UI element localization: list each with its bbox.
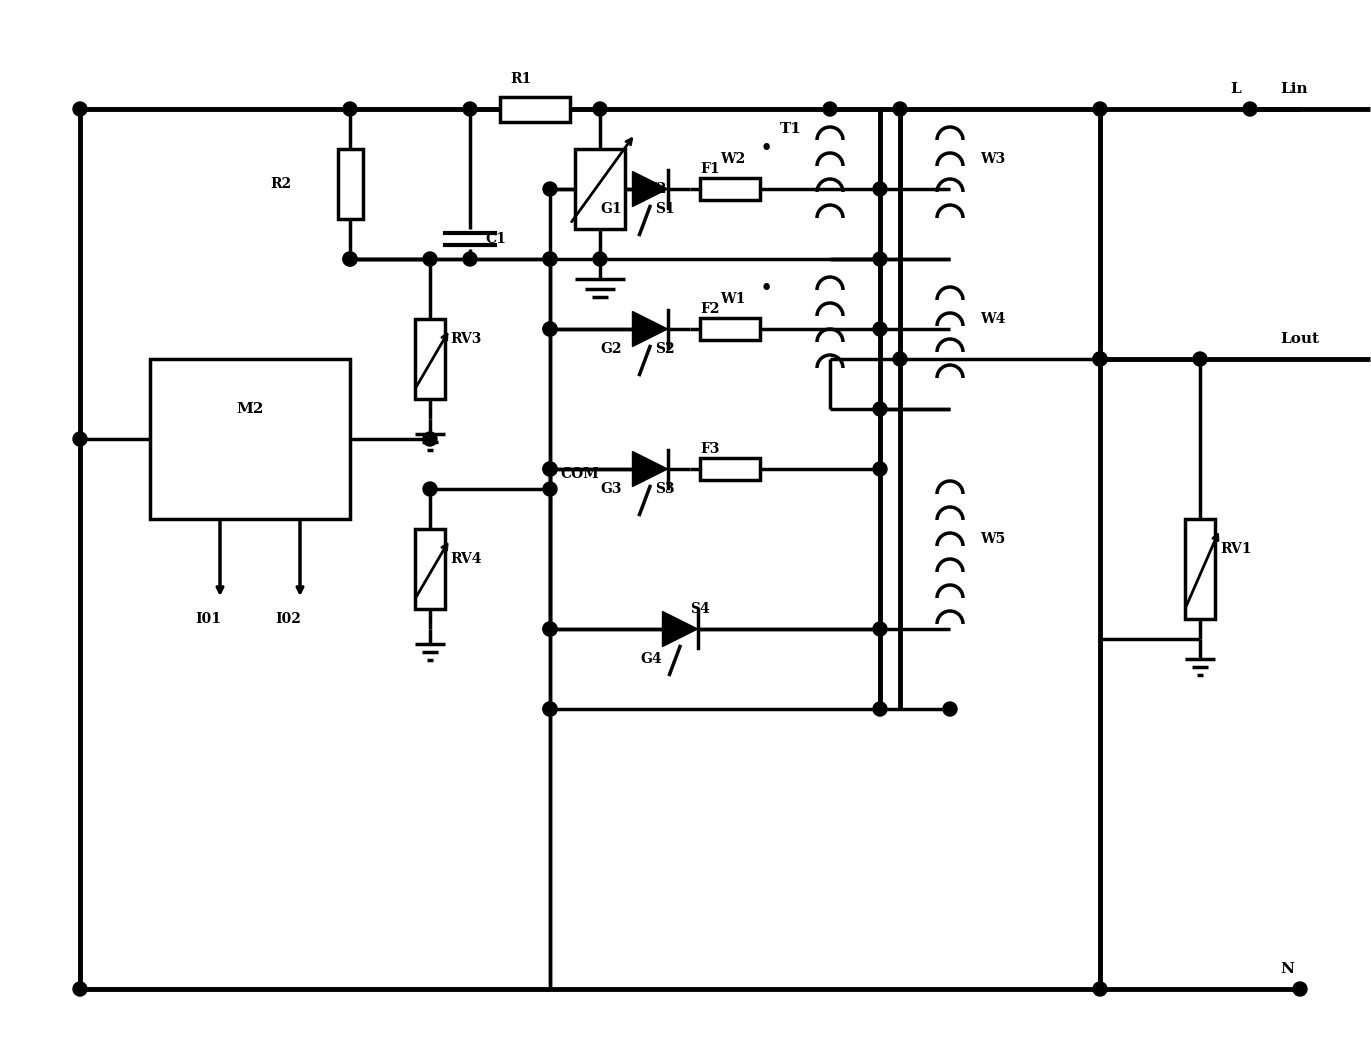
Text: RV2: RV2 bbox=[635, 182, 666, 196]
Bar bbox=[1185, 520, 1215, 619]
Text: •: • bbox=[760, 278, 773, 300]
Text: RV4: RV4 bbox=[450, 552, 481, 566]
Circle shape bbox=[73, 432, 86, 446]
Circle shape bbox=[1243, 102, 1257, 116]
Circle shape bbox=[1093, 352, 1106, 366]
Circle shape bbox=[893, 102, 908, 116]
Circle shape bbox=[543, 462, 557, 476]
Circle shape bbox=[543, 622, 557, 636]
Text: S4: S4 bbox=[690, 602, 710, 616]
Circle shape bbox=[594, 252, 607, 266]
Circle shape bbox=[463, 252, 477, 266]
Text: C1: C1 bbox=[485, 232, 506, 246]
Text: F3: F3 bbox=[701, 442, 720, 456]
Text: G3: G3 bbox=[600, 482, 621, 496]
Polygon shape bbox=[662, 612, 698, 646]
Text: R1: R1 bbox=[510, 72, 531, 86]
Circle shape bbox=[543, 622, 557, 636]
Bar bbox=[701, 458, 760, 480]
Circle shape bbox=[543, 322, 557, 336]
Text: F1: F1 bbox=[701, 162, 720, 176]
Circle shape bbox=[424, 252, 437, 266]
Circle shape bbox=[543, 462, 557, 476]
Polygon shape bbox=[632, 452, 668, 486]
Bar bbox=[337, 149, 362, 219]
Circle shape bbox=[543, 252, 557, 266]
Text: S2: S2 bbox=[655, 342, 675, 356]
Bar bbox=[701, 178, 760, 199]
Text: M2: M2 bbox=[236, 402, 263, 416]
Text: W5: W5 bbox=[980, 532, 1005, 547]
Circle shape bbox=[73, 102, 86, 116]
Text: COM: COM bbox=[559, 467, 599, 481]
Circle shape bbox=[823, 102, 838, 116]
Text: G2: G2 bbox=[600, 342, 621, 356]
Text: I02: I02 bbox=[276, 612, 300, 627]
Circle shape bbox=[943, 702, 957, 716]
Circle shape bbox=[424, 482, 437, 496]
Text: RV1: RV1 bbox=[1220, 542, 1252, 556]
Circle shape bbox=[1093, 982, 1106, 996]
Circle shape bbox=[873, 182, 887, 196]
Text: W4: W4 bbox=[980, 312, 1005, 326]
Circle shape bbox=[343, 102, 356, 116]
Text: F2: F2 bbox=[701, 302, 720, 316]
Circle shape bbox=[543, 252, 557, 266]
Circle shape bbox=[1093, 102, 1106, 116]
Text: RV3: RV3 bbox=[450, 332, 481, 346]
Circle shape bbox=[873, 252, 887, 266]
Text: N: N bbox=[1281, 962, 1294, 976]
Circle shape bbox=[543, 322, 557, 336]
Bar bbox=[415, 529, 446, 609]
Polygon shape bbox=[632, 312, 668, 346]
Circle shape bbox=[873, 622, 887, 636]
Circle shape bbox=[1293, 982, 1307, 996]
Text: S1: S1 bbox=[655, 202, 675, 216]
Text: W1: W1 bbox=[720, 292, 746, 307]
Circle shape bbox=[1193, 352, 1206, 366]
Circle shape bbox=[873, 322, 887, 336]
Bar bbox=[149, 359, 350, 520]
Bar bbox=[574, 149, 625, 229]
Text: R2: R2 bbox=[270, 177, 291, 191]
Circle shape bbox=[1093, 352, 1106, 366]
Circle shape bbox=[463, 102, 477, 116]
Text: W3: W3 bbox=[980, 152, 1005, 166]
Circle shape bbox=[543, 182, 557, 196]
Text: L: L bbox=[1230, 82, 1241, 96]
Circle shape bbox=[424, 432, 437, 446]
Text: S3: S3 bbox=[655, 482, 675, 496]
Circle shape bbox=[873, 702, 887, 716]
Bar bbox=[701, 318, 760, 340]
Text: Lin: Lin bbox=[1281, 82, 1308, 96]
Circle shape bbox=[594, 102, 607, 116]
Polygon shape bbox=[632, 171, 668, 207]
Bar bbox=[500, 97, 570, 122]
Circle shape bbox=[873, 462, 887, 476]
Text: •: • bbox=[760, 138, 773, 160]
Bar bbox=[415, 319, 446, 399]
Circle shape bbox=[343, 252, 356, 266]
Circle shape bbox=[543, 702, 557, 716]
Circle shape bbox=[893, 352, 908, 366]
Circle shape bbox=[543, 482, 557, 496]
Text: T1: T1 bbox=[780, 122, 802, 136]
Circle shape bbox=[873, 402, 887, 416]
Text: W2: W2 bbox=[720, 152, 746, 166]
Circle shape bbox=[543, 702, 557, 716]
Text: G4: G4 bbox=[640, 652, 662, 666]
Text: G1: G1 bbox=[600, 202, 621, 216]
Circle shape bbox=[73, 982, 86, 996]
Circle shape bbox=[343, 252, 356, 266]
Text: Lout: Lout bbox=[1281, 332, 1319, 346]
Text: I01: I01 bbox=[195, 612, 221, 627]
